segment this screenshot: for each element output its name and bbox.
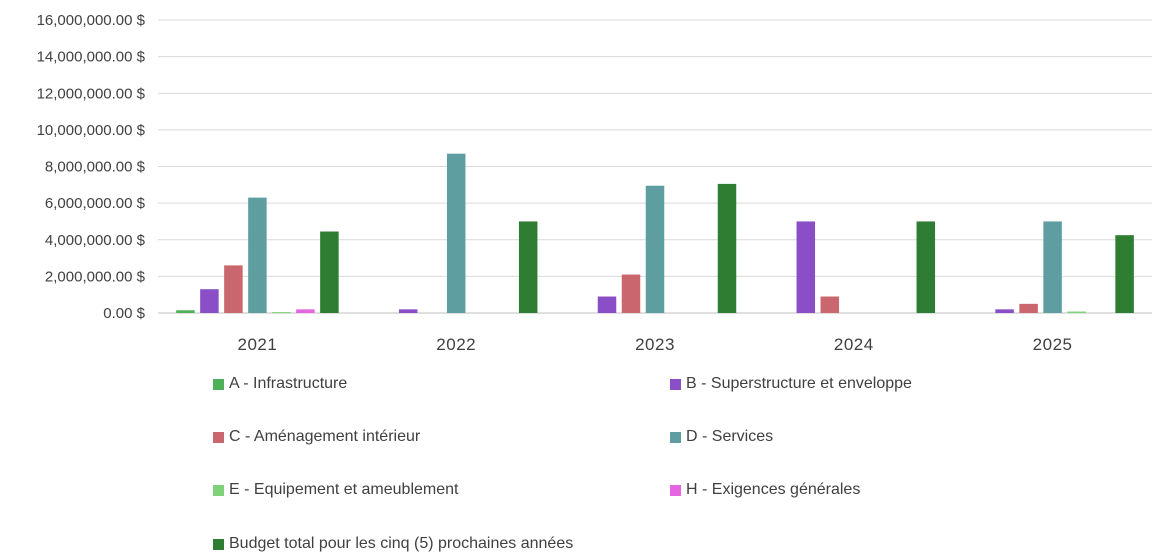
- bar: [248, 197, 267, 313]
- y-tick-label: 0.00 $: [103, 305, 145, 322]
- bar: [296, 309, 315, 313]
- y-tick-label: 12,000,000.00 $: [37, 85, 146, 102]
- legend-swatch: [670, 378, 681, 390]
- legend-item: Budget total pour les cinq (5) prochaine…: [213, 535, 573, 553]
- legend-label: C - Aménagement intérieur: [229, 428, 421, 445]
- legend-item: D - Services: [670, 428, 773, 446]
- legend-label: B - Superstructure et enveloppe: [686, 375, 912, 392]
- y-tick-label: 14,000,000.00 $: [37, 49, 146, 66]
- bar: [1115, 235, 1134, 313]
- bar: [621, 274, 641, 313]
- x-tick-label: 2021: [237, 335, 277, 354]
- bars: [176, 153, 1134, 314]
- bar: [597, 296, 617, 313]
- bar: [995, 309, 1014, 313]
- y-tick-label: 2,000,000.00 $: [45, 268, 146, 285]
- bar: [916, 221, 936, 313]
- bar: [518, 221, 538, 313]
- bar: [272, 312, 291, 314]
- legend-item: H - Exigences générales: [670, 481, 860, 499]
- bar: [1067, 311, 1086, 313]
- legend-label: D - Services: [686, 428, 774, 445]
- bar: [796, 221, 816, 313]
- legend-label: A - Infrastructure: [229, 375, 348, 392]
- legend-label: Budget total pour les cinq (5) prochaine…: [229, 535, 574, 552]
- legend-label: E - Equipement et ameublement: [229, 481, 459, 498]
- bar: [446, 153, 466, 313]
- bar: [224, 265, 243, 313]
- bar: [320, 231, 339, 313]
- bar: [820, 296, 840, 313]
- bar: [717, 183, 737, 313]
- x-tick-label: 2024: [834, 335, 874, 354]
- legend-swatch: [213, 431, 224, 443]
- bar: [200, 289, 219, 313]
- bar: [1043, 221, 1062, 313]
- bar: [1019, 303, 1038, 313]
- legend-swatch: [670, 431, 681, 443]
- legend-swatch: [670, 484, 681, 496]
- x-tick-label: 2023: [635, 335, 675, 354]
- y-tick-label: 8,000,000.00 $: [45, 159, 146, 176]
- legend-item: C - Aménagement intérieur: [213, 428, 420, 446]
- y-tick-label: 4,000,000.00 $: [45, 232, 146, 249]
- legend-item: A - Infrastructure: [213, 375, 347, 393]
- bar: [176, 310, 195, 313]
- x-axis-ticks: 2021 2022 2023 2024 2025: [237, 335, 1072, 354]
- legend-label: H - Exigences générales: [686, 481, 861, 498]
- legend-swatch: [213, 484, 224, 496]
- y-axis-ticks: 0.00 $ 2,000,000.00 $ 4,000,000.00 $ 6,000,…: [37, 12, 146, 322]
- chart: 0.00 $ 2,000,000.00 $ 4,000,000.00 $ 6,000,…: [37, 12, 1152, 354]
- y-tick-label: 6,000,000.00 $: [45, 195, 146, 212]
- bar: [645, 185, 665, 313]
- y-tick-label: 10,000,000.00 $: [37, 122, 146, 139]
- y-tick-label: 16,000,000.00 $: [37, 12, 146, 29]
- x-tick-label: 2022: [436, 335, 476, 354]
- legend-swatch: [213, 538, 224, 550]
- legend-swatch: [213, 378, 224, 390]
- legend-item: E - Equipement et ameublement: [213, 481, 458, 499]
- legend-item: B - Superstructure et enveloppe: [670, 375, 912, 393]
- bar: [398, 309, 418, 313]
- x-tick-label: 2025: [1033, 335, 1073, 354]
